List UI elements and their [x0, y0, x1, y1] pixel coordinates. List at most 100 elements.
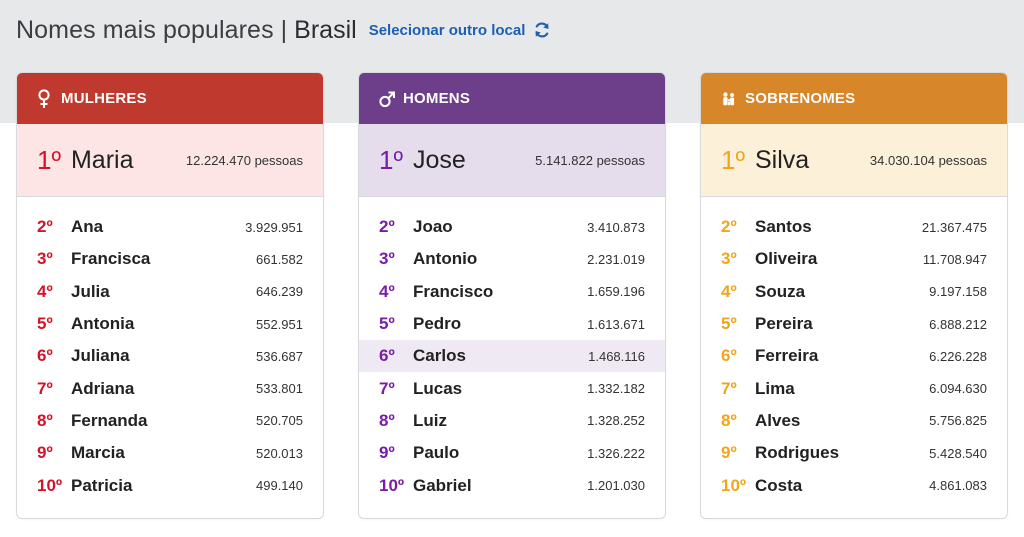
list-item: 4º Francisco 1.659.196 — [359, 276, 665, 308]
rank: 3º — [379, 249, 395, 269]
rank: 3º — [721, 249, 737, 269]
first-rank: 1º — [721, 144, 745, 175]
surnames-list: 2º Santos 21.367.475 3º Oliveira 11.708.947 … — [701, 197, 1007, 502]
name: Julia — [71, 281, 110, 301]
rank: 6º — [721, 346, 737, 366]
female-icon — [37, 88, 53, 109]
list-item: 5º Pedro 1.613.671 — [359, 308, 665, 340]
rank: 4º — [721, 281, 737, 301]
first-name: Silva — [754, 145, 810, 174]
name: Pereira — [755, 314, 813, 334]
rank: 10º — [37, 475, 63, 495]
list-item: 5º Antonia 552.951 — [17, 308, 323, 340]
name: Rodrigues — [755, 443, 840, 463]
count: 2.231.019 — [587, 251, 645, 267]
count: 1.326.222 — [587, 445, 645, 461]
name: Luiz — [413, 410, 447, 430]
rank: 7º — [721, 378, 737, 398]
list-item: 8º Alves 5.756.825 — [701, 405, 1007, 437]
men-card-title: HOMENS — [403, 90, 471, 107]
first-count: 5.141.822 pessoas — [535, 152, 645, 168]
count: 5.428.540 — [929, 445, 987, 461]
list-item: 8º Fernanda 520.705 — [17, 405, 323, 437]
rank: 4º — [379, 281, 395, 301]
list-item: 9º Rodrigues 5.428.540 — [701, 437, 1007, 469]
male-icon — [379, 89, 395, 109]
name: Souza — [755, 281, 806, 301]
count: 520.013 — [256, 445, 303, 461]
count: 1.613.671 — [587, 316, 645, 332]
name: Adriana — [71, 378, 135, 398]
list-item-highlighted[interactable]: 6º Carlos 1.468.116 — [359, 340, 665, 373]
name: Alves — [755, 410, 801, 430]
count: 552.951 — [256, 316, 303, 332]
name: Patricia — [71, 475, 133, 495]
first-name: Maria — [70, 145, 134, 174]
count: 1.659.196 — [587, 284, 645, 300]
select-location-label: Selecionar outro local — [368, 21, 526, 39]
rank: 8º — [721, 410, 737, 430]
name: Francisca — [71, 249, 151, 269]
count: 4.861.083 — [929, 478, 987, 494]
rank: 9º — [37, 443, 53, 463]
list-item: 7º Lima 6.094.630 — [701, 372, 1007, 404]
count: 1.332.182 — [587, 381, 645, 397]
count: 3.410.873 — [587, 219, 645, 235]
surnames-card: SOBRENOMES 1º Silva 34.030.104 pessoas 2… — [700, 72, 1008, 519]
list-item: 10º Costa 4.861.083 — [701, 469, 1007, 501]
page-title: Nomes mais populares — [16, 15, 274, 44]
first-name: Jose — [412, 145, 466, 174]
list-item: 6º Juliana 536.687 — [17, 340, 323, 372]
rank: 7º — [37, 378, 53, 398]
men-first-place: 1º Jose 5.141.822 pessoas — [359, 124, 665, 197]
count: 6.094.630 — [929, 381, 987, 397]
count: 536.687 — [256, 348, 303, 364]
name: Lima — [755, 378, 795, 398]
rank: 8º — [379, 410, 395, 430]
count: 520.705 — [256, 413, 303, 429]
list-item: 4º Julia 646.239 — [17, 276, 323, 308]
name: Pedro — [413, 314, 462, 334]
family-icon — [721, 89, 737, 109]
list-item: 3º Oliveira 11.708.947 — [701, 243, 1007, 275]
name: Marcia — [71, 443, 125, 463]
list-item: 3º Antonio 2.231.019 — [359, 243, 665, 275]
surnames-first-place: 1º Silva 34.030.104 pessoas — [701, 124, 1007, 197]
rank: 9º — [721, 443, 737, 463]
rank: 5º — [379, 314, 395, 334]
select-location-link[interactable]: Selecionar outro local — [369, 21, 552, 39]
name: Ferreira — [755, 346, 819, 366]
women-list: 2º Ana 3.929.951 3º Francisca 661.582 4º Juli… — [17, 197, 323, 502]
rank: 2º — [721, 217, 737, 237]
list-item: 2º Santos 21.367.475 — [701, 211, 1007, 243]
list-item: 4º Souza 9.197.158 — [701, 276, 1007, 308]
list-item: 3º Francisca 661.582 — [17, 243, 323, 275]
name: Gabriel — [413, 475, 472, 495]
count: 9.197.158 — [929, 284, 987, 300]
list-item: 7º Lucas 1.332.182 — [359, 372, 665, 404]
refresh-icon[interactable] — [533, 21, 551, 39]
name: Costa — [755, 475, 803, 495]
name: Santos — [755, 217, 812, 237]
count: 1.328.252 — [587, 413, 645, 429]
name: Antonia — [71, 314, 135, 334]
rank: 7º — [379, 378, 395, 398]
name: Joao — [413, 217, 453, 237]
women-card-title: MULHERES — [61, 90, 147, 107]
list-item: 9º Marcia 520.013 — [17, 437, 323, 469]
count: 11.708.947 — [922, 251, 987, 267]
rank: 5º — [721, 314, 737, 334]
list-item: 2º Joao 3.410.873 — [359, 211, 665, 243]
rank: 2º — [37, 217, 53, 237]
list-item: 8º Luiz 1.328.252 — [359, 405, 665, 437]
men-card-header: HOMENS — [359, 73, 665, 124]
rank: 10º — [721, 475, 747, 495]
list-item: 7º Adriana 533.801 — [17, 372, 323, 404]
count: 3.929.951 — [245, 219, 303, 235]
list-item: 10º Gabriel 1.201.030 — [359, 469, 665, 501]
rank: 6º — [37, 346, 53, 366]
count: 6.888.212 — [929, 316, 987, 332]
name: Carlos — [413, 346, 466, 366]
first-count: 34.030.104 pessoas — [869, 152, 987, 168]
list-item: 2º Ana 3.929.951 — [17, 211, 323, 243]
